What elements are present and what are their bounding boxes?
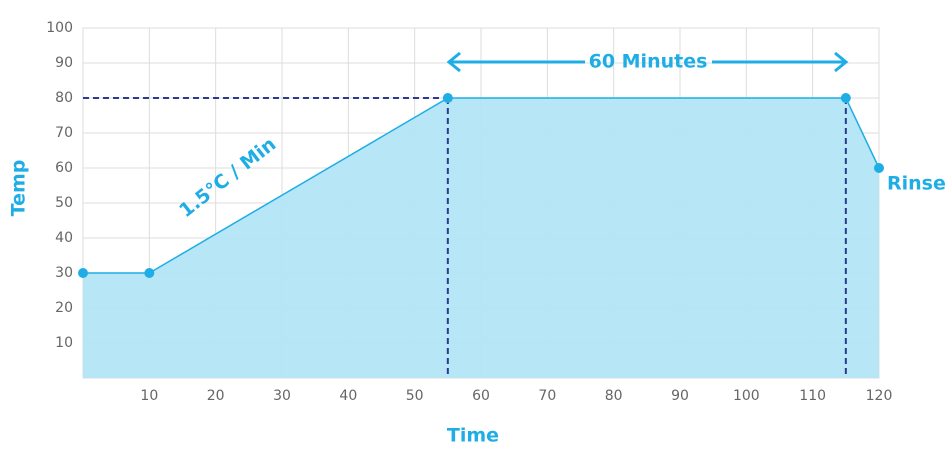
y-tick-label: 50 (55, 195, 73, 211)
x-tick-label: 90 (671, 388, 689, 404)
area (83, 98, 879, 378)
y-tick-label: 30 (55, 265, 73, 281)
x-tick-label: 100 (733, 388, 760, 404)
point (874, 163, 884, 173)
y-tick-label: 90 (55, 55, 73, 71)
x-tick-label: 120 (866, 388, 893, 404)
annotation: Rinse (887, 173, 946, 195)
point (144, 268, 155, 278)
point (78, 268, 88, 278)
y-tick-label: 60 (55, 160, 73, 176)
annotation: 60 Minutes (589, 51, 708, 73)
x-axis-title: Time (447, 425, 499, 447)
x-tick-label: 10 (140, 388, 158, 404)
x-tick-label: 30 (273, 388, 291, 404)
point (442, 93, 453, 103)
arrow-head (834, 51, 849, 73)
x-tick-label: 50 (406, 388, 424, 404)
y-tick-label: 10 (55, 335, 73, 351)
y-tick-label: 80 (55, 90, 73, 106)
y-tick-label: 40 (55, 230, 73, 246)
x-tick-label: 70 (538, 388, 556, 404)
y-tick-label: 70 (55, 125, 73, 141)
y-tick-label: 100 (46, 20, 73, 36)
point (840, 93, 851, 103)
y-tick-label: 20 (55, 300, 73, 316)
x-tick-label: 110 (799, 388, 826, 404)
x-tick-label: 20 (207, 388, 225, 404)
x-tick-label: 80 (605, 388, 623, 404)
x-tick-label: 60 (472, 388, 490, 404)
y-axis-title: Temp (8, 160, 30, 217)
x-tick-label: 40 (339, 388, 357, 404)
arrow-head (446, 51, 461, 73)
